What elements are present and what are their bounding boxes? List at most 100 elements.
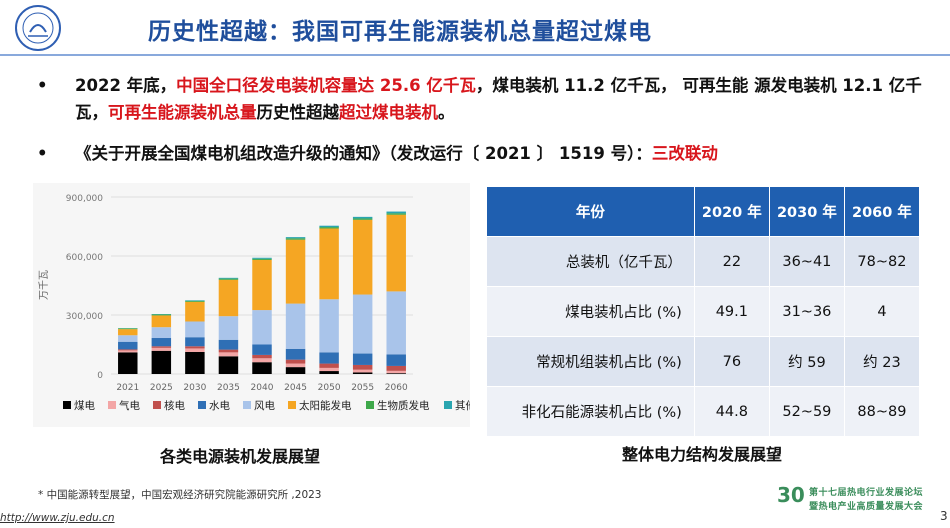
source-footnote: * 中国能源转型展望，中国宏观经济研究院能源研究所 ,2023: [38, 489, 322, 501]
bullet-capacity: • 2022 年底，中国全口径发电装机容量达 25.6 亿千瓦，煤电装机 11.…: [37, 72, 935, 126]
table-cell: 88~89: [843, 386, 921, 437]
legend-label: 风电: [254, 399, 275, 412]
bar-segment: [118, 350, 138, 353]
bar-segment: [185, 300, 205, 302]
bar-segment: [252, 258, 272, 260]
legend-swatch: [444, 401, 452, 409]
y-tick-label: 600,000: [66, 253, 103, 263]
bar-segment: [319, 371, 339, 374]
title-divider: [0, 54, 950, 56]
legend-swatch: [288, 401, 296, 409]
table-cell: 总装机（亿千瓦）: [486, 236, 695, 287]
bar-segment: [285, 239, 306, 304]
table-cell: 49.1: [693, 286, 770, 337]
bar-segment: [319, 352, 339, 364]
legend-label: 气电: [119, 399, 140, 412]
bar-segment: [252, 354, 272, 359]
capacity-chart: 0 300,000 600,000 900,000 万千瓦 2021 2025 2030 203…: [33, 183, 476, 427]
chart-caption: 各类电源装机发展展望: [160, 447, 321, 466]
table-row: 非化石能源装机占比 (%) 44.8 52~59 88~89: [486, 386, 921, 437]
bar-segment: [218, 278, 239, 280]
table-cell: 76: [693, 336, 770, 387]
x-tick-label: 2040: [251, 383, 274, 393]
bar-segment: [252, 362, 272, 374]
y-tick-label: 300,000: [66, 312, 103, 322]
bar-segment: [185, 348, 205, 352]
x-tick-label: 2045: [284, 383, 307, 393]
x-tick-label: 2030: [183, 383, 206, 393]
bar-segment: [218, 316, 239, 340]
bar-segment: [352, 294, 373, 354]
legend-swatch: [63, 401, 71, 409]
structure-table: 年份 2020 年 2030 年 2060 年 总装机（亿千瓦） 22 36~4…: [486, 186, 921, 437]
table-cell: 52~59: [768, 386, 845, 437]
bar-segment: [319, 227, 339, 229]
bar-segment: [218, 356, 239, 374]
bar-segment: [118, 335, 138, 342]
table-row: 煤电装机占比 (%) 49.1 31~36 4: [486, 286, 921, 337]
bar-segment: [185, 321, 205, 338]
bar-segment: [352, 372, 373, 374]
conference-line-2: 暨热电产业高质量发展大会: [809, 502, 924, 512]
capacity-chart-svg: 0 300,000 600,000 900,000 万千瓦 2021 2025 2030 203…: [38, 194, 476, 412]
university-logo: [15, 5, 61, 51]
table-cell: 36~41: [768, 236, 845, 287]
table-row: 常规机组装机占比 (%) 76 约 59 约 23: [486, 336, 921, 387]
bar-segment: [151, 346, 172, 348]
x-tick-label: 2035: [217, 383, 240, 393]
legend-swatch: [198, 401, 206, 409]
bar-segment: [285, 303, 306, 349]
table-header-cell: 年份: [486, 186, 695, 237]
bullet-notice: • 《关于开展全国煤电机组改造升级的通知》（发改运行〔 2021 〕 1519 …: [37, 140, 935, 167]
bullet-dot: •: [37, 144, 48, 163]
table-header-cell: 2020 年: [693, 186, 770, 237]
table-cell: 22: [693, 236, 770, 287]
bar-segment: [218, 352, 239, 357]
legend-label: 生物质发电: [377, 399, 430, 412]
table-cell: 非化石能源装机占比 (%): [486, 386, 695, 437]
table-cell: 煤电装机占比 (%): [486, 286, 695, 337]
bar-segment: [386, 213, 406, 215]
y-tick-label: 0: [97, 371, 103, 381]
bar-segment: [118, 329, 138, 336]
legend-label: 煤电: [74, 399, 95, 412]
table-caption: 整体电力结构发展展望: [622, 445, 783, 464]
bar-segment: [252, 259, 272, 311]
bar-segment: [118, 328, 138, 330]
table-cell: 44.8: [693, 386, 770, 437]
bar-segment: [319, 363, 339, 368]
bar-segment: [352, 218, 373, 220]
bar-segment: [386, 214, 406, 292]
table-header-cell: 2030 年: [768, 186, 845, 237]
bar-segment: [151, 327, 172, 339]
table-row: 总装机（亿千瓦） 22 36~41 78~82: [486, 236, 921, 287]
bar-segment: [285, 367, 306, 374]
bar-segment: [352, 219, 373, 295]
y-tick-label: 900,000: [66, 194, 103, 204]
bar-segment: [185, 300, 205, 301]
legend-swatch: [243, 401, 251, 409]
bar-segment: [386, 370, 406, 374]
table-cell: 78~82: [843, 236, 921, 287]
page-number: 3: [940, 509, 948, 523]
bar-segment: [252, 344, 272, 355]
bar-segment: [352, 364, 373, 370]
x-tick-label: 2055: [351, 383, 374, 393]
bar-segment: [252, 257, 272, 259]
university-link[interactable]: http://www.zju.edu.cn: [0, 512, 115, 524]
x-tick-label: 2050: [318, 383, 341, 393]
bullet-text: 2022 年底，中国全口径发电装机容量达 25.6 亿千瓦，煤电装机 11.2 …: [75, 76, 922, 122]
bar-segment: [386, 291, 406, 355]
bar-segment: [118, 341, 138, 350]
bar-segment: [151, 350, 172, 374]
legend-swatch: [366, 401, 374, 409]
bar-segment: [285, 359, 306, 364]
bar-segment: [319, 299, 339, 353]
bar-segment: [352, 216, 373, 219]
legend-label: 核电: [164, 399, 185, 412]
bar-segment: [118, 352, 138, 374]
legend-label: 太阳能发电: [299, 399, 352, 412]
table-cell: 常规机组装机占比 (%): [486, 336, 695, 387]
y-axis-label: 万千瓦: [38, 270, 50, 300]
bar-segment: [319, 367, 339, 372]
